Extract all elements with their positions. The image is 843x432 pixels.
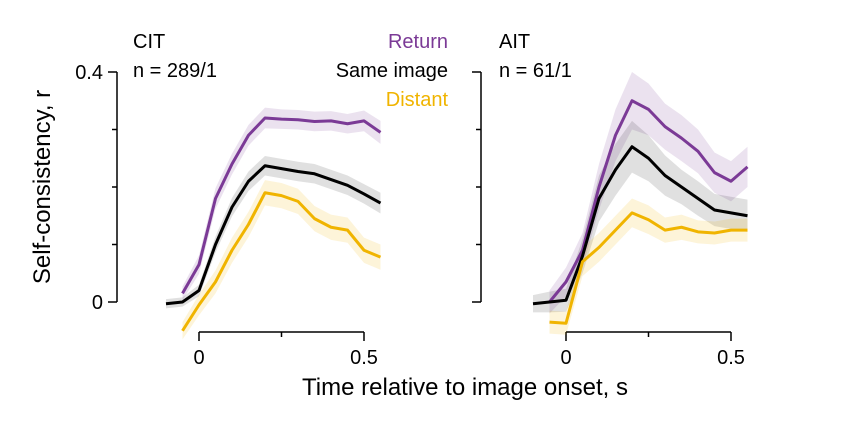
series-line-same-image [532, 145, 748, 306]
series-line-distant [549, 211, 748, 325]
error-band-same-image [533, 120, 748, 313]
x-tick-label: 0.5 [717, 347, 745, 369]
x-tick-label: 0 [193, 347, 204, 369]
legend-entry-distant: Distant [386, 89, 449, 111]
x-axis-label: Time relative to image onset, s [302, 374, 628, 401]
x-tick-label: 0.5 [350, 347, 378, 369]
x-tick-label: 0 [560, 347, 571, 369]
legend-entry-same-image: Same image [336, 60, 448, 82]
error-band-return [549, 72, 748, 314]
y-axis-label: Self-consistency, r [29, 90, 56, 284]
panel-n-label: n = 289/1 [133, 60, 217, 82]
legend-entry-return: Return [388, 31, 448, 53]
y-tick-label: 0 [92, 292, 103, 314]
error-band-distant [182, 180, 381, 340]
series-line-distant [181, 191, 382, 332]
error-band-return [182, 107, 381, 301]
legend: Return Same image Distant [336, 31, 449, 111]
panel-ait: 0 0.5 AIT n = 61/1 [472, 31, 749, 369]
series-line-return [181, 116, 382, 295]
panel-title: CIT [133, 31, 165, 53]
panel-title: AIT [499, 31, 530, 53]
panel-cit: 0 0.4 0 0.5 CIT n = 289/1 [75, 31, 382, 369]
y-tick-label: 0.4 [75, 62, 103, 84]
series-line-return [548, 99, 749, 303]
series-line-same-image [165, 164, 382, 306]
panel-n-label: n = 61/1 [499, 60, 572, 82]
